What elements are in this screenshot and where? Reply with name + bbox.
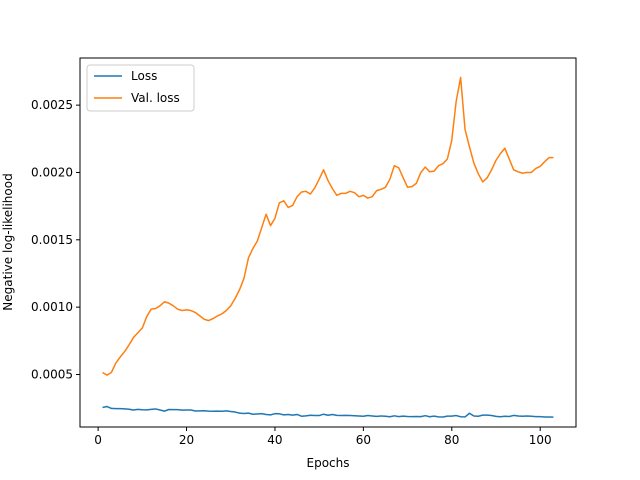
plot-area bbox=[80, 58, 576, 427]
x-tick-label: 20 bbox=[179, 433, 194, 447]
y-tick-label: 0.0010 bbox=[31, 300, 73, 314]
y-axis-ticks: 0.0005 0.0010 0.0015 0.0020 0.0025 bbox=[31, 98, 80, 381]
x-tick-label: 60 bbox=[356, 433, 371, 447]
y-tick-label: 0.0015 bbox=[31, 233, 73, 247]
y-tick-label: 0.0025 bbox=[31, 98, 73, 112]
series-line-loss bbox=[102, 405, 554, 418]
plot-frame bbox=[79, 57, 577, 428]
y-tick-label: 0.0020 bbox=[31, 165, 73, 179]
y-tick-label: 0.0005 bbox=[31, 367, 73, 381]
y-axis-label: Negative log-likelihood bbox=[1, 173, 15, 310]
x-tick-label: 0 bbox=[94, 433, 102, 447]
series-line-val-loss bbox=[102, 76, 554, 376]
x-axis-label: Epochs bbox=[307, 456, 350, 470]
x-tick-label: 100 bbox=[529, 433, 552, 447]
legend: Loss Val. loss bbox=[86, 64, 195, 112]
x-axis-ticks: 0 20 40 60 80 100 bbox=[94, 427, 552, 447]
x-tick-label: 40 bbox=[267, 433, 282, 447]
legend-label-val-loss: Val. loss bbox=[131, 91, 180, 105]
x-tick-label: 80 bbox=[444, 433, 459, 447]
series-lines bbox=[102, 76, 554, 418]
legend-label-loss: Loss bbox=[131, 69, 157, 83]
